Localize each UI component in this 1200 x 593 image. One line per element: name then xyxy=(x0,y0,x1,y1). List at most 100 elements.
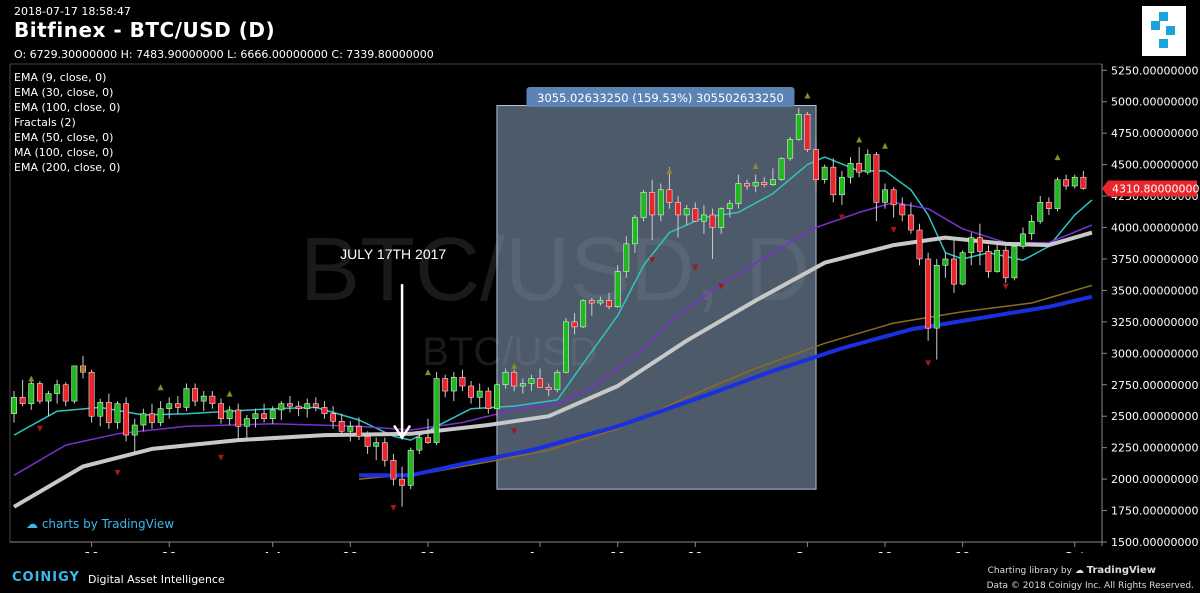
cloud-icon: ☁ xyxy=(26,517,38,531)
fractal-down-marker xyxy=(890,227,897,234)
candle-body xyxy=(709,214,716,228)
y-tick-label: 3750.00000000 xyxy=(1111,253,1198,266)
timestamp: 2018-07-17 18:58:47 xyxy=(14,5,131,18)
fractal-down-marker xyxy=(838,214,845,221)
candle-body xyxy=(744,183,750,187)
indicator-item[interactable]: EMA (200, close, 0) xyxy=(14,161,121,174)
candle-body xyxy=(338,420,345,432)
indicator-item[interactable]: EMA (50, close, 0) xyxy=(14,131,114,144)
candle-body xyxy=(580,300,587,328)
candle-body xyxy=(36,383,43,402)
candle-body xyxy=(925,258,932,329)
candle-body xyxy=(390,459,397,480)
fractal-down-marker xyxy=(390,505,397,512)
fractal-up-marker xyxy=(226,390,233,397)
charting-library-credit: Charting library by ☁ TradingView xyxy=(987,565,1156,576)
candle-body xyxy=(97,402,104,417)
candle-body xyxy=(511,371,518,387)
candle-body xyxy=(459,376,466,387)
candle-body xyxy=(959,252,966,285)
candle-body xyxy=(985,251,992,272)
candle-body xyxy=(450,376,457,392)
candle-body xyxy=(933,265,940,329)
ohlc-readout: O: 6729.30000000 H: 7483.90000000 L: 666… xyxy=(14,48,434,61)
candle-body xyxy=(88,371,95,417)
fractal-down-marker xyxy=(511,428,518,435)
candle-body xyxy=(105,402,112,423)
candle-body xyxy=(537,378,543,388)
y-tick-label: 4750.00000000 xyxy=(1111,127,1198,140)
annotation-arrowhead xyxy=(393,424,412,440)
candle-body xyxy=(183,388,190,408)
last-price-label: 4310.80000000 xyxy=(1112,183,1199,196)
candle-body xyxy=(830,166,837,196)
candle-body xyxy=(416,437,423,451)
candle-body xyxy=(269,409,276,419)
indicator-item[interactable]: Fractals (2) xyxy=(14,116,76,129)
candle-body xyxy=(907,214,914,231)
candle-body xyxy=(528,378,535,384)
candle-body xyxy=(192,388,199,402)
candle-body xyxy=(131,424,138,436)
candle-body xyxy=(692,208,699,222)
candle-body xyxy=(19,397,26,404)
candle-body xyxy=(1037,202,1044,222)
candle-body xyxy=(864,154,871,173)
tradingview-badge[interactable]: ☁ charts by TradingView xyxy=(26,517,175,531)
candle-body xyxy=(1063,179,1070,187)
fractal-up-marker xyxy=(666,167,673,174)
coinigy-logo-icon xyxy=(1142,6,1186,56)
fractal-up-marker xyxy=(28,375,35,382)
fractal-up-marker xyxy=(856,136,863,143)
fractal-down-marker xyxy=(718,283,725,290)
candle-body xyxy=(813,149,819,180)
y-tick-label: 1750.00000000 xyxy=(1111,505,1198,518)
indicator-item[interactable]: EMA (30, close, 0) xyxy=(14,86,114,99)
candle-body xyxy=(476,390,483,398)
fractal-up-marker xyxy=(804,92,811,99)
y-tick-label: 3000.00000000 xyxy=(1111,347,1198,360)
candle-body xyxy=(951,258,957,285)
candle-body xyxy=(718,208,725,228)
candle-body xyxy=(1054,179,1061,209)
annotation-label: JULY 17TH 2017 xyxy=(340,246,446,262)
y-tick-label: 2750.00000000 xyxy=(1111,379,1198,392)
candle-body xyxy=(166,403,173,409)
candle-body xyxy=(726,203,733,209)
candle-body xyxy=(364,436,371,447)
candle-body xyxy=(11,397,17,414)
series-line xyxy=(358,284,1093,480)
candle-body xyxy=(468,385,474,398)
y-tick-label: 2000.00000000 xyxy=(1111,473,1198,486)
candle-body xyxy=(1045,202,1052,209)
fractal-up-marker xyxy=(424,369,431,376)
candle-body xyxy=(752,181,759,187)
candle-body xyxy=(761,181,768,186)
candle-body xyxy=(373,442,380,447)
indicator-item[interactable]: EMA (100, close, 0) xyxy=(14,101,121,114)
candle-body xyxy=(890,189,897,206)
candle-body xyxy=(442,378,449,392)
candle-body xyxy=(614,271,621,308)
y-tick-label: 3500.00000000 xyxy=(1111,284,1198,297)
candle-body xyxy=(873,154,880,203)
candle-body xyxy=(200,395,207,402)
candle-body xyxy=(123,403,130,436)
candle-body xyxy=(381,442,388,461)
candle-body xyxy=(278,403,285,411)
candle-body xyxy=(856,163,863,173)
indicator-item[interactable]: MA (100, close, 0) xyxy=(14,146,114,159)
candle-body xyxy=(295,405,302,409)
measure-selection xyxy=(496,105,817,490)
candle-body xyxy=(261,413,268,419)
candle-body xyxy=(675,202,681,216)
candle-body xyxy=(399,478,406,486)
candle-body xyxy=(114,403,121,423)
indicator-item[interactable]: EMA (9, close, 0) xyxy=(14,71,107,84)
candle-body xyxy=(252,413,259,419)
candle-body xyxy=(149,413,155,423)
candle-body xyxy=(942,258,949,266)
candle-body xyxy=(494,384,500,409)
candle-body xyxy=(778,158,785,180)
